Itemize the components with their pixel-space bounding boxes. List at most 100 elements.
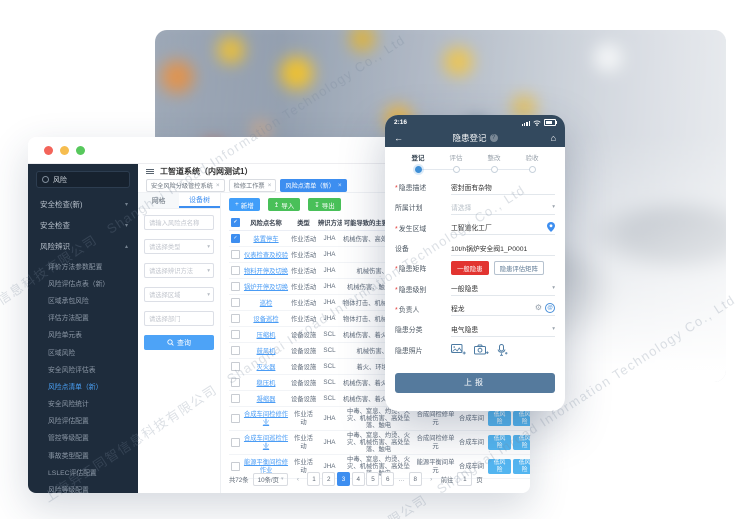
department-input[interactable]: 请选择部门	[144, 311, 214, 326]
row-checkbox[interactable]	[231, 438, 240, 447]
sidebar-item-2[interactable]: 区域承包风险	[48, 297, 89, 305]
view-tab-2[interactable]: 风险点清单（新） ×	[280, 179, 347, 192]
row-checkbox[interactable]	[231, 378, 240, 387]
minimize-window-button[interactable]	[60, 145, 69, 155]
filter-tab-0[interactable]: 网格	[138, 193, 179, 208]
所属计划-field[interactable]: 请选择 ▾	[451, 200, 555, 215]
row-checkbox[interactable]	[231, 462, 240, 471]
row-checkbox[interactable]	[231, 250, 240, 259]
risk-point-link[interactable]: 凝缩器	[256, 396, 276, 403]
add-photo-icon[interactable]	[474, 344, 489, 355]
type-select[interactable]: 请选择类型 ▾	[144, 239, 214, 254]
sidebar-item-5[interactable]: 区域风险	[48, 349, 76, 357]
area-select[interactable]: 请选择区域 ▾	[144, 287, 214, 302]
risk-point-link[interactable]: 巡检	[259, 300, 273, 307]
page-8[interactable]: 8	[408, 472, 422, 486]
step-0[interactable]: 登记	[399, 152, 437, 173]
sidebar-item-4[interactable]: 风险单元表	[48, 332, 82, 340]
sidebar-group-2[interactable]: 风险辨识 ▴	[40, 242, 128, 251]
risk-point-link[interactable]: 合成车间巡检作业	[243, 435, 289, 450]
risk-name-input[interactable]: 请输入风险点名称	[144, 215, 214, 230]
sidebar-search[interactable]: 风险	[36, 171, 130, 188]
page-2[interactable]: 2	[322, 472, 336, 486]
row-checkbox[interactable]	[231, 414, 240, 423]
sidebar-item-13[interactable]: 风险等级配置	[48, 487, 89, 493]
sidebar-item-9[interactable]: 风险评估配置	[48, 418, 89, 426]
matrix-button-0[interactable]: 一般隐患	[451, 261, 489, 276]
sidebar-item-11[interactable]: 事故类型配置	[48, 452, 89, 460]
row-checkbox[interactable]	[231, 394, 240, 403]
page-3[interactable]: 3	[336, 472, 350, 486]
risk-point-link[interactable]: 压缩机	[256, 332, 276, 339]
sidebar-item-6[interactable]: 安全风险评估表	[48, 366, 96, 374]
query-button[interactable]: 查询	[144, 335, 214, 350]
risk-point-link[interactable]: 锅炉开停及切换	[243, 284, 289, 291]
sidebar-item-3[interactable]: 评估方法配置	[48, 315, 89, 323]
close-window-button[interactable]	[44, 145, 53, 155]
back-icon[interactable]: ←	[394, 133, 403, 143]
close-icon[interactable]: ×	[215, 182, 220, 189]
maximize-window-button[interactable]	[76, 145, 85, 155]
sidebar-group-1[interactable]: 安全检查 ▾	[40, 221, 128, 230]
close-icon[interactable]: ×	[267, 182, 272, 189]
隐患级别-field[interactable]: 一般隐患 ▾	[451, 281, 555, 297]
sidebar-item-8[interactable]: 安全风险统计	[48, 401, 89, 409]
row-checkbox[interactable]	[231, 362, 240, 371]
risk-point-link[interactable]: 能源平衡间检修作业	[243, 459, 289, 474]
step-2[interactable]: 整改	[475, 152, 513, 173]
per-page-select[interactable]: 10条/页 ▾	[252, 472, 289, 486]
risk-point-link[interactable]: 设备巡检	[253, 316, 279, 323]
menu-icon[interactable]	[146, 167, 154, 176]
设备-field[interactable]: 10t/h锅炉安全阀1_P0001	[451, 241, 555, 256]
page-5[interactable]: 5	[366, 472, 380, 486]
row-checkbox[interactable]	[231, 314, 240, 323]
step-3[interactable]: 验收	[513, 152, 551, 173]
location-pin-icon[interactable]	[547, 222, 555, 233]
row-checkbox[interactable]	[231, 330, 240, 339]
sidebar-item-7[interactable]: 风险点清单（新）	[48, 383, 103, 391]
export-button[interactable]: ↧ 导出	[308, 198, 341, 211]
risk-point-link[interactable]: 稳压机	[256, 380, 276, 387]
matrix-button-1[interactable]: 隐患评估矩阵	[493, 261, 544, 276]
add-button[interactable]: + 新增	[229, 198, 260, 211]
sidebar-item-0[interactable]: 评价方法参数配置	[48, 263, 103, 271]
page-6[interactable]: 6	[381, 472, 395, 486]
at-icon[interactable]: @	[545, 303, 555, 314]
step-1[interactable]: 评估	[437, 152, 475, 173]
add-audio-icon[interactable]	[497, 343, 508, 356]
select-all-checkbox[interactable]: ✓	[231, 218, 240, 227]
method-select[interactable]: 请选择辨识方法 ▾	[144, 263, 214, 278]
view-tab-1[interactable]: 检修工作票 ×	[228, 179, 277, 192]
submit-button[interactable]: 上报	[395, 372, 555, 393]
import-button[interactable]: ↥ 导入	[267, 198, 301, 211]
goto-page-input[interactable]: 1	[457, 472, 473, 486]
row-checkbox[interactable]: ✓	[231, 234, 240, 243]
sidebar-item-1[interactable]: 风险评估点表（新）	[48, 280, 110, 288]
view-tab-0[interactable]: 安全风险分级管控系统 ×	[146, 179, 225, 192]
隐患描述-field[interactable]: 密封面有杂物	[451, 180, 555, 195]
row-checkbox[interactable]	[231, 282, 240, 291]
row-checkbox[interactable]	[231, 346, 240, 355]
page-4[interactable]: 4	[351, 472, 365, 486]
prev-page-button[interactable]: ‹	[296, 475, 300, 483]
risk-point-link[interactable]: 合成车间检修作业	[243, 411, 289, 426]
负责人-field[interactable]: 程龙 ⚙ @	[451, 301, 555, 317]
sidebar-item-10[interactable]: 管控等级配置	[48, 435, 89, 443]
risk-point-link[interactable]: 鼓风机	[256, 348, 276, 355]
add-image-icon[interactable]	[451, 344, 466, 355]
risk-point-link[interactable]: 物料开停及切换	[243, 268, 289, 275]
risk-point-link[interactable]: 装置停车	[253, 236, 279, 243]
risk-point-link[interactable]: 仪表检查及校验	[243, 252, 289, 259]
close-icon[interactable]: ×	[337, 182, 342, 189]
gear-icon[interactable]: ⚙	[534, 303, 542, 313]
row-checkbox[interactable]	[231, 266, 240, 275]
发生区域-field[interactable]: 工智道化工厂	[451, 220, 555, 236]
row-checkbox[interactable]	[231, 298, 240, 307]
隐患分类-field[interactable]: 电气隐患 ▾	[451, 322, 555, 337]
risk-point-link[interactable]: 灭火器	[256, 364, 276, 371]
next-page-button[interactable]: ›	[430, 475, 433, 483]
home-icon[interactable]: ⌂	[550, 133, 556, 143]
help-icon[interactable]: ?	[489, 134, 498, 142]
page-1[interactable]: 1	[307, 472, 321, 486]
sidebar-group-0[interactable]: 安全检查(新) ▾	[40, 200, 128, 209]
